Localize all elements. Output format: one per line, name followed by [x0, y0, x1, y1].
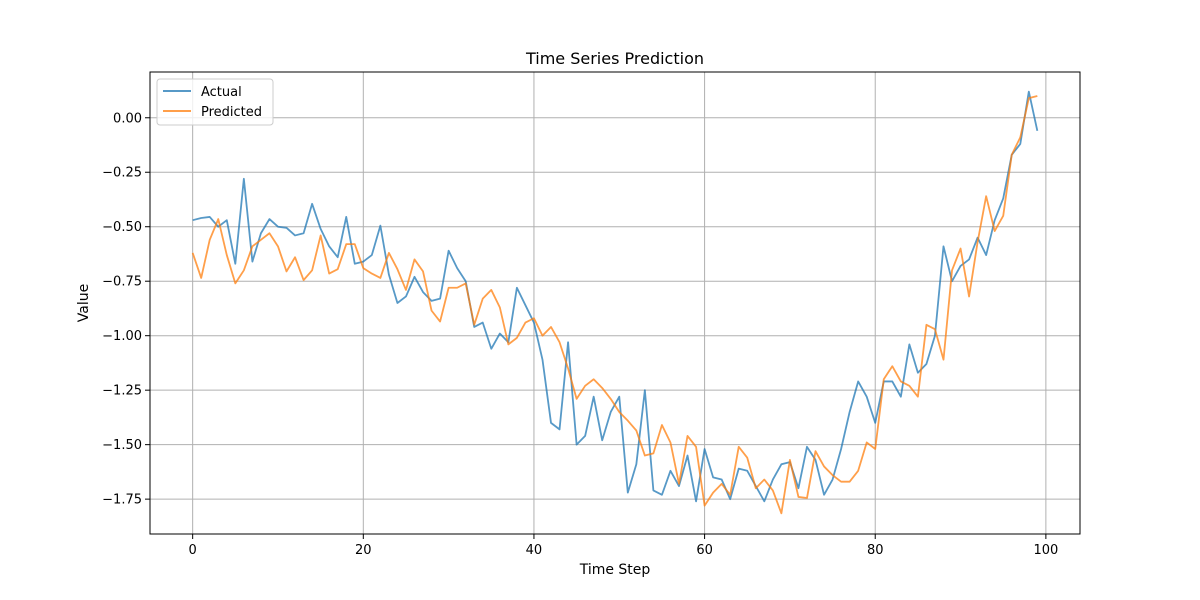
x-tick-label: 60 [696, 543, 713, 558]
y-tick-label: −1.50 [102, 438, 142, 453]
legend-label-predicted: Predicted [201, 105, 262, 120]
y-tick-label: −0.25 [102, 166, 142, 181]
x-axis-label: Time Step [579, 562, 651, 578]
y-axis-label: Value [76, 284, 92, 322]
y-tick-label: 0.00 [113, 111, 142, 126]
x-tick-label: 80 [867, 543, 884, 558]
chart-title: Time Series Prediction [525, 49, 704, 68]
y-tick-label: −1.25 [102, 384, 142, 399]
y-tick-label: −1.00 [102, 329, 142, 344]
legend: Actual Predicted [156, 78, 274, 126]
x-tick-label: 100 [1033, 543, 1058, 558]
y-tick-label: −0.50 [102, 220, 142, 235]
y-tick-label: −0.75 [102, 275, 142, 290]
y-axis: 0.00 −0.25 −0.50 −0.75 −1.00 −1.25 −1.50 −1.75 [102, 111, 150, 508]
x-tick-label: 0 [189, 543, 197, 558]
x-tick-label: 40 [526, 543, 543, 558]
x-axis: 0 20 40 60 80 100 [189, 534, 1058, 558]
series-layer [191, 90, 1039, 515]
x-tick-label: 20 [355, 543, 372, 558]
series-line-predicted [191, 95, 1038, 515]
legend-label-actual: Actual [201, 85, 242, 100]
plot-frame [149, 71, 1081, 535]
y-tick-label: −1.75 [102, 493, 142, 508]
